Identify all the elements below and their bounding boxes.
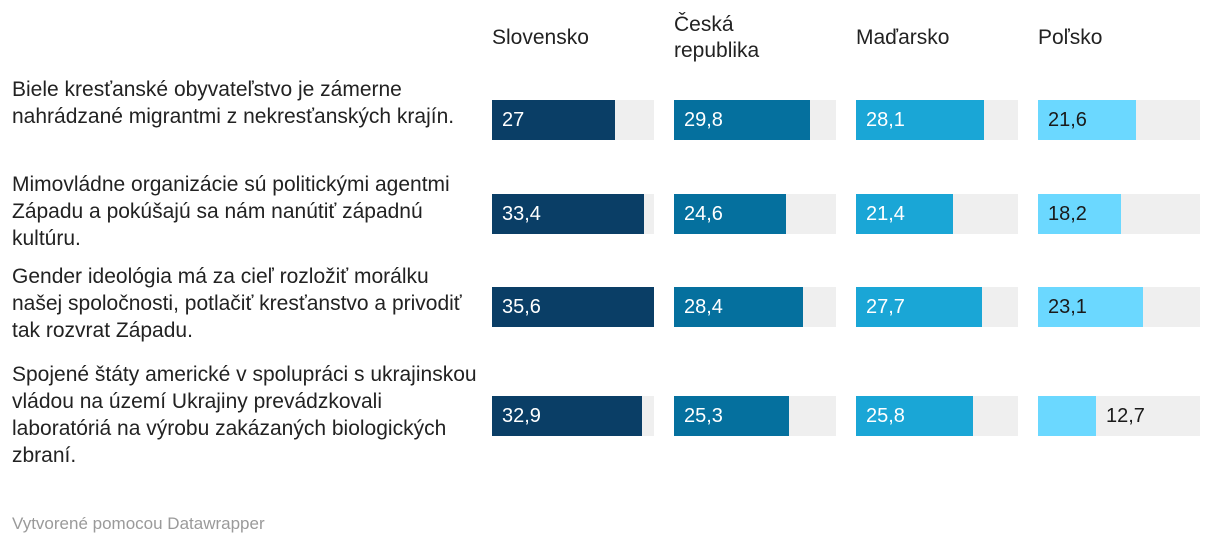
row-label: Mimovládne organizácie sú politickými ag… — [12, 173, 450, 250]
row-label: Biele kresťanské obyvateľstvo je zámerne… — [12, 78, 455, 128]
footer-credit: Vytvorené pomocou Datawrapper — [12, 514, 265, 533]
bar-track: 23,1 — [1038, 287, 1200, 327]
bar-track: 18,2 — [1038, 194, 1200, 234]
bar — [856, 287, 982, 327]
column-header: Česká republika — [674, 13, 760, 62]
bar-track: 24,6 — [674, 194, 836, 234]
bar-track: 25,3 — [674, 396, 836, 436]
bar — [856, 396, 973, 436]
bar — [674, 194, 786, 234]
row-label: Gender ideológia má za cieľ rozložiť mor… — [12, 265, 462, 342]
bar-track: 27,7 — [856, 287, 1018, 327]
bar-value-label: 27 — [502, 109, 525, 131]
bar — [1038, 194, 1121, 234]
bar-value-label: 25,8 — [866, 405, 905, 427]
bar — [1038, 100, 1136, 140]
column-header: Poľsko — [1038, 26, 1103, 49]
bar-track: 21,4 — [856, 194, 1018, 234]
bar — [492, 100, 615, 140]
bar — [492, 287, 654, 327]
bar-track: 21,6 — [1038, 100, 1200, 140]
bar-value-label: 35,6 — [502, 296, 541, 318]
bar-value-label: 27,7 — [866, 296, 905, 318]
bar-track: 33,4 — [492, 194, 654, 234]
bar-track: 27 — [492, 100, 654, 140]
bar-track: 25,8 — [856, 396, 1018, 436]
bar-value-label: 32,9 — [502, 405, 541, 427]
bar-value-label: 21,6 — [1048, 109, 1087, 131]
bar-track: 29,8 — [674, 100, 836, 140]
bar — [674, 396, 789, 436]
bar-value-label: 21,4 — [866, 203, 905, 225]
bar — [1038, 287, 1143, 327]
bar — [492, 194, 644, 234]
bar — [1038, 396, 1096, 436]
bar — [674, 287, 803, 327]
bar-track: 28,1 — [856, 100, 1018, 140]
bar-track: 28,4 — [674, 287, 836, 327]
bar-track: 35,6 — [492, 287, 654, 327]
bar-value-label: 29,8 — [684, 109, 723, 131]
bar-track: 12,7 — [1038, 396, 1200, 436]
bar — [492, 396, 642, 436]
bar-value-label: 23,1 — [1048, 296, 1087, 318]
row-label: Spojené štáty americké v spolupráci s uk… — [12, 363, 477, 467]
bar-value-label: 28,1 — [866, 109, 905, 131]
column-header: Maďarsko — [856, 26, 950, 49]
bar-value-label: 12,7 — [1106, 405, 1145, 427]
column-header: Slovensko — [492, 26, 589, 49]
bar-value-label: 33,4 — [502, 203, 541, 225]
bar-value-label: 28,4 — [684, 296, 723, 318]
bar-track: 32,9 — [492, 396, 654, 436]
bar — [856, 194, 953, 234]
bar-value-label: 24,6 — [684, 203, 723, 225]
bar — [674, 100, 810, 140]
bar — [856, 100, 984, 140]
bar-value-label: 25,3 — [684, 405, 723, 427]
bar-value-label: 18,2 — [1048, 203, 1087, 225]
